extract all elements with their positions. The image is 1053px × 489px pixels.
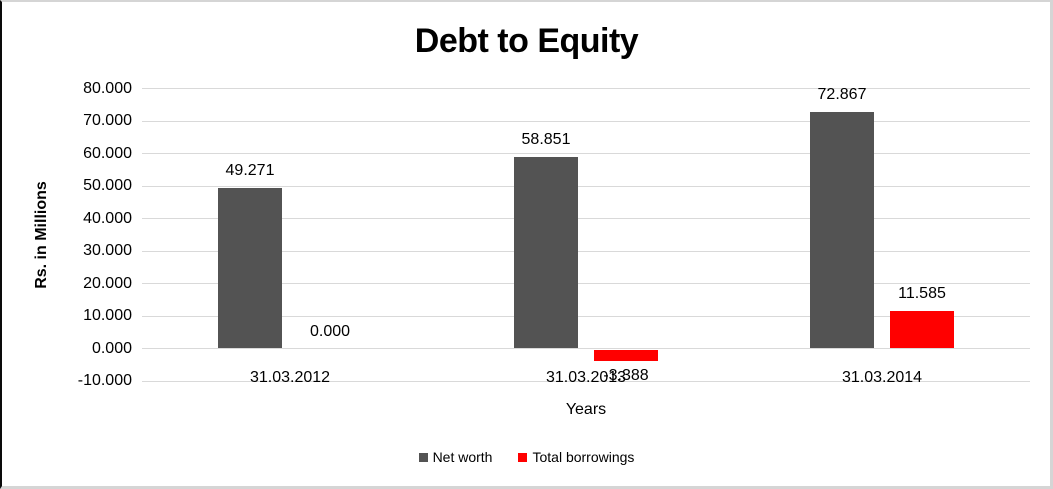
data-label: 49.271 [225, 162, 275, 180]
x-axis-category-label: 31.03.2014 [841, 369, 923, 386]
y-gridline [142, 283, 1030, 284]
y-axis-tick-label: -10.000 [77, 372, 132, 389]
y-gridline [142, 380, 1030, 382]
bar-total-borrowings [890, 310, 954, 349]
y-axis-tick-label: 40.000 [83, 209, 132, 227]
y-axis-tick-label: 20.000 [83, 274, 132, 292]
legend: Net worth Total borrowings [0, 449, 1053, 465]
legend-item: Net worth [418, 449, 493, 465]
y-axis-tick-label: 30.000 [83, 242, 132, 259]
y-gridline [142, 185, 1030, 187]
data-label: -3.388 [603, 366, 649, 384]
data-label: 0.000 [309, 322, 351, 340]
y-axis-tick-label: 0.000 [91, 339, 132, 357]
y-axis-tick-label: 10.000 [83, 307, 132, 324]
y-gridline [142, 348, 1030, 349]
y-gridline [142, 153, 1030, 154]
bar-net-worth [810, 111, 874, 349]
legend-swatch-icon [418, 452, 428, 462]
x-axis-title: Years [565, 401, 607, 418]
y-axis-tick-label: 50.000 [83, 177, 132, 194]
bar-net-worth [514, 157, 578, 349]
chart-title: Debt to Equity [414, 22, 639, 60]
legend-label: Total borrowings [532, 449, 635, 465]
y-gridline [142, 120, 1030, 122]
x-axis-category-label: 31.03.2013 [545, 369, 627, 386]
legend-label: Net worth [432, 449, 493, 465]
y-axis-title: Rs. in Millions [33, 181, 50, 289]
y-axis-tick-label: 60.000 [83, 144, 132, 162]
bar-net-worth [218, 188, 282, 349]
data-label: 72.867 [817, 85, 867, 103]
y-gridline [142, 88, 1030, 89]
y-gridline [142, 315, 1030, 317]
y-gridline [142, 218, 1030, 219]
y-axis-tick-label: 70.000 [83, 112, 132, 129]
y-gridline [142, 250, 1030, 252]
legend-item: Total borrowings [518, 449, 634, 465]
legend-swatch-icon [518, 452, 528, 462]
data-label: 58.851 [521, 131, 571, 149]
y-axis-tick-label: 80.000 [83, 79, 132, 97]
data-label: 11.585 [898, 284, 946, 302]
x-axis-category-label: 31.03.2012 [249, 369, 331, 386]
bar-total-borrowings [594, 349, 658, 361]
